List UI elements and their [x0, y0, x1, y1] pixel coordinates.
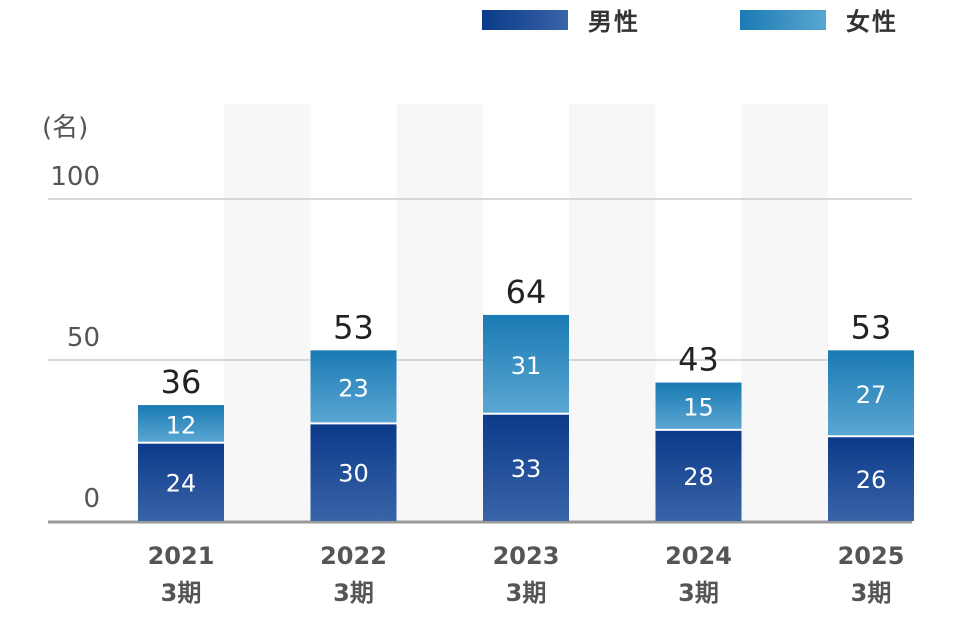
- bar-segment-female: [310, 350, 397, 423]
- category-year-label: 2021: [148, 542, 215, 570]
- bar-segment-male: [310, 424, 397, 521]
- category-year-label: 2023: [493, 542, 560, 570]
- bar-segment-male: [828, 437, 914, 521]
- bar-segment-male: [483, 414, 569, 521]
- segment-value-label: 12: [166, 411, 197, 439]
- labels: 0 50 100 24 12 36 2021 3期 30 23 53 2022 3期 33 31 64 2023…: [50, 162, 904, 607]
- category-period-label: 3期: [506, 579, 547, 607]
- unit-label: (名): [42, 113, 88, 143]
- bar-segment-female: [828, 350, 914, 436]
- segment-value-label: 28: [683, 463, 714, 491]
- category-period-label: 3期: [678, 579, 719, 607]
- segment-value-label: 26: [856, 466, 887, 494]
- legend-label-male: 男性: [588, 8, 640, 36]
- bars: [138, 314, 914, 521]
- column-band: [396, 104, 483, 521]
- y-tick-label: 100: [50, 162, 100, 192]
- total-value-label: 53: [333, 308, 374, 346]
- segment-value-label: 31: [511, 352, 542, 380]
- category-year-label: 2025: [838, 542, 905, 570]
- bar-segment-male: [138, 443, 224, 521]
- bar-segment-male: [655, 430, 742, 521]
- segment-value-label: 23: [338, 374, 369, 402]
- segment-value-label: 30: [338, 460, 369, 488]
- category-year-label: 2024: [665, 542, 732, 570]
- bar-segment-female: [138, 405, 224, 442]
- total-value-label: 64: [506, 273, 547, 311]
- category-year-label: 2022: [320, 542, 387, 570]
- gridlines: [48, 198, 912, 524]
- column-bands: [224, 104, 828, 521]
- category-period-label: 3期: [851, 579, 892, 607]
- bar-segment-female: [655, 382, 742, 429]
- y-tick-label: 50: [67, 323, 100, 353]
- legend-label-female: 女性: [846, 8, 898, 36]
- legend-swatch-male: [482, 10, 568, 30]
- category-period-label: 3期: [333, 579, 374, 607]
- bar-segment-female: [483, 314, 569, 413]
- segment-value-label: 27: [856, 381, 887, 409]
- column-band: [569, 104, 656, 521]
- category-period-label: 3期: [161, 579, 202, 607]
- y-tick-label: 0: [83, 484, 100, 514]
- total-value-label: 36: [161, 363, 202, 401]
- column-band: [224, 104, 311, 521]
- legend-swatch-female: [740, 10, 826, 30]
- total-value-label: 43: [678, 341, 719, 379]
- total-value-label: 53: [851, 308, 892, 346]
- segment-value-label: 33: [511, 455, 542, 483]
- segment-value-label: 24: [166, 469, 197, 497]
- column-band: [741, 104, 828, 521]
- legend: 男性 女性: [482, 8, 898, 36]
- segment-value-label: 15: [683, 394, 714, 422]
